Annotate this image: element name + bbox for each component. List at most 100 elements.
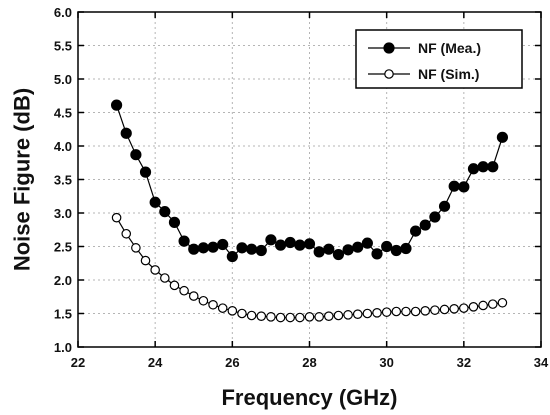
data-point [275,312,286,323]
data-point [352,309,363,319]
x-tick-label: 28 [302,355,316,370]
data-point [449,304,459,314]
data-point [372,308,382,318]
data-point [150,265,160,275]
x-tick-label: 34 [534,355,549,370]
x-tick-label: 26 [225,355,239,370]
data-point [160,273,170,283]
y-axis-title: Noise Figure (dB) [10,88,35,271]
data-point [121,228,132,239]
data-point [169,280,180,291]
data-point [401,306,411,317]
data-point [197,242,209,254]
data-point [439,304,450,315]
data-point [294,239,306,251]
data-point [208,299,218,310]
y-tick-label: 6.0 [54,5,72,20]
data-point [140,255,151,266]
data-point [391,306,402,317]
data-point [459,303,469,313]
data-point [111,212,122,223]
data-point [381,307,392,317]
data-point [266,312,276,322]
y-tick-label: 2.0 [54,273,72,288]
data-point [120,127,132,139]
data-point [303,238,316,250]
x-tick-label: 30 [379,355,393,370]
y-tick-label: 5.0 [54,72,72,87]
data-point [467,163,480,175]
x-axis-title: Frequency (GHz) [221,385,397,410]
data-point [352,241,364,253]
legend-marker [384,69,394,79]
data-point [410,306,421,317]
y-tick-label: 1.5 [54,307,72,322]
series-group [110,99,509,323]
data-point [496,131,509,143]
x-tick-label: 24 [148,355,163,370]
data-point [295,312,305,323]
data-point [343,310,353,320]
data-point [274,239,287,251]
data-point [430,305,440,315]
y-tick-label: 5.5 [54,39,72,54]
data-point [390,244,402,257]
legend-label: NF (Sim.) [418,66,479,82]
data-point [487,161,499,173]
data-point [419,219,431,231]
data-point [381,240,393,253]
data-point [217,303,228,313]
x-tick-label: 22 [71,355,85,370]
data-point [371,248,383,260]
data-point [323,311,334,321]
data-point [237,308,247,319]
legend-marker [383,42,395,54]
data-point [314,312,324,322]
data-point [497,297,508,308]
data-point [429,211,441,223]
data-point [304,312,315,322]
data-point [487,299,498,309]
y-tick-label: 4.0 [54,139,72,154]
data-point [361,237,373,249]
legend-label: NF (Mea.) [418,40,481,56]
data-point [323,243,335,255]
y-tick-label: 3.5 [54,173,72,188]
data-point [179,285,189,296]
y-tick-label: 4.5 [54,106,72,121]
data-point [159,206,171,218]
data-point [227,306,238,316]
data-point [478,300,488,311]
data-point [284,236,296,249]
data-point [198,295,209,306]
data-point [410,225,422,237]
data-point [149,196,161,208]
data-point [207,241,219,253]
data-point [139,166,152,178]
data-point [477,161,489,173]
data-point [188,291,199,301]
data-point [333,310,344,321]
data-point [448,180,460,192]
axis-ticks: 22 24 26 28 30 32 34 1.0 1.5 2.0 2.5 3.0 3.5 4.0 4.5 5.… [54,5,549,370]
data-point [110,99,123,111]
data-point [342,244,354,256]
data-point [332,248,345,261]
data-point [458,181,470,193]
data-point [255,244,267,257]
data-point [313,246,325,258]
data-point [265,234,277,246]
data-point [226,250,238,263]
y-tick-label: 3.0 [54,206,72,221]
y-tick-label: 1.0 [54,340,72,355]
y-tick-label: 2.5 [54,240,72,255]
x-tick-label: 32 [457,355,471,370]
data-point [438,200,451,212]
data-point [178,235,190,247]
data-point [246,243,258,255]
legend: NF (Mea.) NF (Sim.) [355,29,523,89]
data-point [246,310,257,321]
data-point [131,243,141,253]
data-point [285,312,296,323]
